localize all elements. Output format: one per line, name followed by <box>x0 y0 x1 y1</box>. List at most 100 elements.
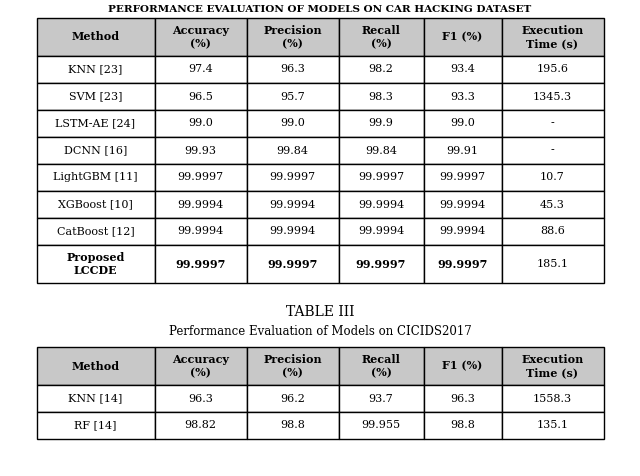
Text: Accuracy
(%): Accuracy (%) <box>172 25 229 49</box>
Bar <box>154 56 246 83</box>
Text: RF [14]: RF [14] <box>74 420 116 430</box>
Bar <box>246 56 339 83</box>
Bar <box>424 110 502 137</box>
Bar <box>502 191 604 218</box>
Text: -: - <box>550 119 554 129</box>
Bar <box>154 110 246 137</box>
Text: Recall
(%): Recall (%) <box>362 354 401 378</box>
Text: 99.9994: 99.9994 <box>269 227 316 237</box>
Bar <box>502 18 604 56</box>
Bar <box>339 83 424 110</box>
Text: Method: Method <box>72 360 120 371</box>
Bar <box>339 191 424 218</box>
Text: 1345.3: 1345.3 <box>533 91 572 101</box>
Bar <box>36 137 154 164</box>
Text: Execution
Time (s): Execution Time (s) <box>522 354 584 378</box>
Bar <box>424 137 502 164</box>
Text: F1 (%): F1 (%) <box>442 360 483 371</box>
Bar <box>339 18 424 56</box>
Text: 98.3: 98.3 <box>369 91 394 101</box>
Bar <box>36 385 154 412</box>
Text: 99.9997: 99.9997 <box>175 258 226 269</box>
Bar <box>339 412 424 439</box>
Bar <box>424 412 502 439</box>
Bar <box>154 83 246 110</box>
Text: 45.3: 45.3 <box>540 199 565 209</box>
Text: 99.9994: 99.9994 <box>440 227 486 237</box>
Text: 96.2: 96.2 <box>280 394 305 404</box>
Bar <box>424 83 502 110</box>
Bar <box>154 218 246 245</box>
Bar <box>339 245 424 283</box>
Bar <box>502 110 604 137</box>
Bar <box>502 83 604 110</box>
Bar <box>424 218 502 245</box>
Bar <box>246 245 339 283</box>
Text: 95.7: 95.7 <box>280 91 305 101</box>
Bar <box>502 245 604 283</box>
Text: Precision
(%): Precision (%) <box>263 25 322 49</box>
Text: 97.4: 97.4 <box>188 65 213 75</box>
Bar <box>36 245 154 283</box>
Bar <box>154 412 246 439</box>
Text: 99.9997: 99.9997 <box>268 258 317 269</box>
Bar <box>36 56 154 83</box>
Bar <box>339 347 424 385</box>
Text: LightGBM [11]: LightGBM [11] <box>53 172 138 182</box>
Text: Performance Evaluation of Models on CICIDS2017: Performance Evaluation of Models on CICI… <box>168 325 472 338</box>
Bar <box>154 137 246 164</box>
Bar <box>246 385 339 412</box>
Text: DCNN [16]: DCNN [16] <box>64 146 127 156</box>
Bar <box>502 412 604 439</box>
Text: 93.3: 93.3 <box>450 91 475 101</box>
Bar <box>424 385 502 412</box>
Text: 88.6: 88.6 <box>540 227 565 237</box>
Text: KNN [23]: KNN [23] <box>68 65 123 75</box>
Bar <box>502 347 604 385</box>
Bar <box>502 164 604 191</box>
Bar <box>502 385 604 412</box>
Text: 10.7: 10.7 <box>540 172 565 182</box>
Bar <box>424 245 502 283</box>
Text: 135.1: 135.1 <box>536 420 568 430</box>
Text: 99.9997: 99.9997 <box>437 258 488 269</box>
Text: 99.955: 99.955 <box>362 420 401 430</box>
Bar <box>246 412 339 439</box>
Text: 99.9994: 99.9994 <box>177 227 223 237</box>
Text: 99.9997: 99.9997 <box>177 172 223 182</box>
Bar <box>246 18 339 56</box>
Text: 99.9997: 99.9997 <box>358 172 404 182</box>
Text: 98.82: 98.82 <box>184 420 216 430</box>
Bar <box>36 18 154 56</box>
Bar <box>246 191 339 218</box>
Text: 96.5: 96.5 <box>188 91 213 101</box>
Text: F1 (%): F1 (%) <box>442 31 483 42</box>
Bar <box>339 164 424 191</box>
Text: 99.9997: 99.9997 <box>356 258 406 269</box>
Bar <box>246 137 339 164</box>
Bar <box>246 83 339 110</box>
Text: 99.84: 99.84 <box>365 146 397 156</box>
Text: 99.0: 99.0 <box>280 119 305 129</box>
Text: XGBoost [10]: XGBoost [10] <box>58 199 133 209</box>
Text: 93.7: 93.7 <box>369 394 394 404</box>
Bar <box>339 385 424 412</box>
Bar <box>36 412 154 439</box>
Text: -: - <box>550 146 554 156</box>
Bar <box>502 137 604 164</box>
Bar <box>154 164 246 191</box>
Text: 99.9997: 99.9997 <box>440 172 486 182</box>
Text: Precision
(%): Precision (%) <box>263 354 322 378</box>
Bar <box>424 347 502 385</box>
Bar <box>246 164 339 191</box>
Text: 185.1: 185.1 <box>536 259 568 269</box>
Text: 99.84: 99.84 <box>276 146 308 156</box>
Bar <box>339 218 424 245</box>
Text: 99.0: 99.0 <box>450 119 475 129</box>
Text: 96.3: 96.3 <box>188 394 213 404</box>
Text: 99.9994: 99.9994 <box>440 199 486 209</box>
Text: 99.91: 99.91 <box>447 146 479 156</box>
Bar <box>339 56 424 83</box>
Text: Accuracy
(%): Accuracy (%) <box>172 354 229 378</box>
Text: 99.9994: 99.9994 <box>177 199 223 209</box>
